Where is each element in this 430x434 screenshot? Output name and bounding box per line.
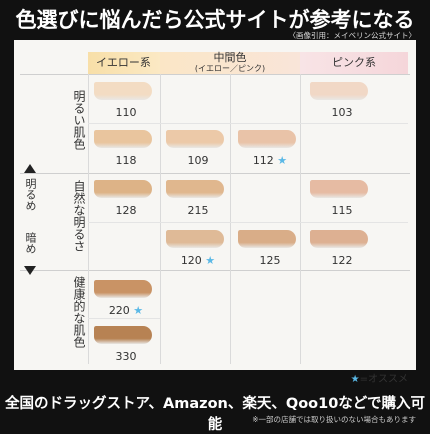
star-icon: ★ [273, 154, 288, 167]
legend: ★=オススメ [351, 370, 408, 385]
shade-code-label: 125 [259, 254, 281, 267]
shade-swatch-220 [94, 280, 156, 302]
shade-code-122: 122 [312, 254, 372, 267]
shade-swatch-118 [94, 130, 156, 152]
shade-code-103: 103 [312, 106, 372, 119]
column-header-mid-label: 中間色 [213, 51, 247, 64]
shade-tube [310, 82, 368, 100]
column-header-pink: ピンク系 [300, 52, 408, 74]
star-icon: ★ [201, 254, 216, 267]
column-header-yellow-label: イエロー系 [96, 56, 151, 69]
shade-code-215: 215 [168, 204, 228, 217]
shade-tube [238, 130, 296, 148]
shade-swatch-330 [94, 326, 156, 348]
shade-swatch-128 [94, 180, 156, 202]
shade-code-label: 109 [187, 154, 209, 167]
shade-swatch-215 [166, 180, 228, 202]
shade-code-label: 103 [331, 106, 353, 119]
shade-code-109: 109 [168, 154, 228, 167]
shade-code-label: 118 [115, 154, 137, 167]
grid-line [88, 74, 89, 364]
shade-swatch-103 [310, 82, 372, 104]
column-header-mid-sublabel: (イエロー／ピンク) [194, 64, 266, 73]
grid-line [230, 74, 231, 364]
grid-line [88, 222, 408, 223]
star-icon: ★ [129, 304, 144, 317]
grid-line [160, 74, 161, 364]
shade-code-112: 112 ★ [240, 154, 300, 167]
shade-code-125: 125 [240, 254, 300, 267]
shade-code-120: 120 ★ [168, 254, 228, 267]
grid-line [88, 123, 408, 124]
shade-swatch-122 [310, 230, 372, 252]
grid-line [300, 74, 301, 364]
shade-tube [94, 82, 152, 100]
row-label-bright: 明るい肌色 [72, 90, 86, 150]
shade-code-115: 115 [312, 204, 372, 217]
shade-tube [94, 130, 152, 148]
shade-code-330: 330 [96, 350, 156, 363]
shade-code-label: 220 [108, 304, 130, 317]
shade-code-label: 110 [115, 106, 137, 119]
availability-footnote: ※一部の店舗では取り扱いのない場合もあります [252, 415, 416, 424]
page-title: 色選びに悩んだら公式サイトが参考になる [15, 8, 415, 32]
availability-text: 全国のドラッグストア、Amazon、楽天、Qoo10などで購入可能 [4, 396, 426, 433]
grid-line [20, 270, 410, 271]
shade-code-label: 330 [115, 350, 137, 363]
shade-code-label: 128 [115, 204, 137, 217]
row-label-healthy: 健康的な肌色 [72, 276, 86, 348]
shade-swatch-109 [166, 130, 228, 152]
legend-label: =オススメ [359, 374, 408, 385]
shade-tube [94, 326, 152, 344]
column-header-mid: 中間色 (イエロー／ピンク) [160, 52, 300, 74]
shade-tube [310, 230, 368, 248]
shade-swatch-125 [238, 230, 300, 252]
arrow-up-icon [24, 164, 36, 173]
shade-code-110: 110 [96, 106, 156, 119]
arrow-down-icon [24, 266, 36, 275]
grid-line [20, 74, 410, 75]
shade-code-label: 215 [187, 204, 209, 217]
grid-line [88, 318, 160, 319]
row-label-natural: 自然な明るさ [72, 180, 86, 252]
side-label-bright: 明るめ [24, 178, 37, 211]
shade-code-128: 128 [96, 204, 156, 217]
shade-tube [94, 180, 152, 198]
shade-code-220: 220 ★ [96, 304, 156, 317]
shade-tube [166, 130, 224, 148]
shade-tube [238, 230, 296, 248]
image-source-note: 〈画像引用：メイベリン公式サイト〉 [288, 31, 417, 40]
shade-code-label: 120 [180, 254, 202, 267]
shade-swatch-115 [310, 180, 372, 202]
column-header-pink-label: ピンク系 [332, 56, 376, 69]
shade-code-label: 122 [331, 254, 353, 267]
shade-tube [166, 180, 224, 198]
shade-tube [166, 230, 224, 248]
star-icon: ★ [350, 374, 360, 385]
side-label-dark: 暗め [24, 232, 37, 254]
shade-code-118: 118 [96, 154, 156, 167]
shade-swatch-120 [166, 230, 228, 252]
shade-swatch-112 [238, 130, 300, 152]
column-header-yellow: イエロー系 [88, 52, 160, 74]
shade-code-label: 115 [331, 204, 353, 217]
shade-code-label: 112 [252, 154, 274, 167]
shade-swatch-110 [94, 82, 156, 104]
shade-tube [94, 280, 152, 298]
grid-line [20, 173, 410, 174]
shade-tube [310, 180, 368, 198]
